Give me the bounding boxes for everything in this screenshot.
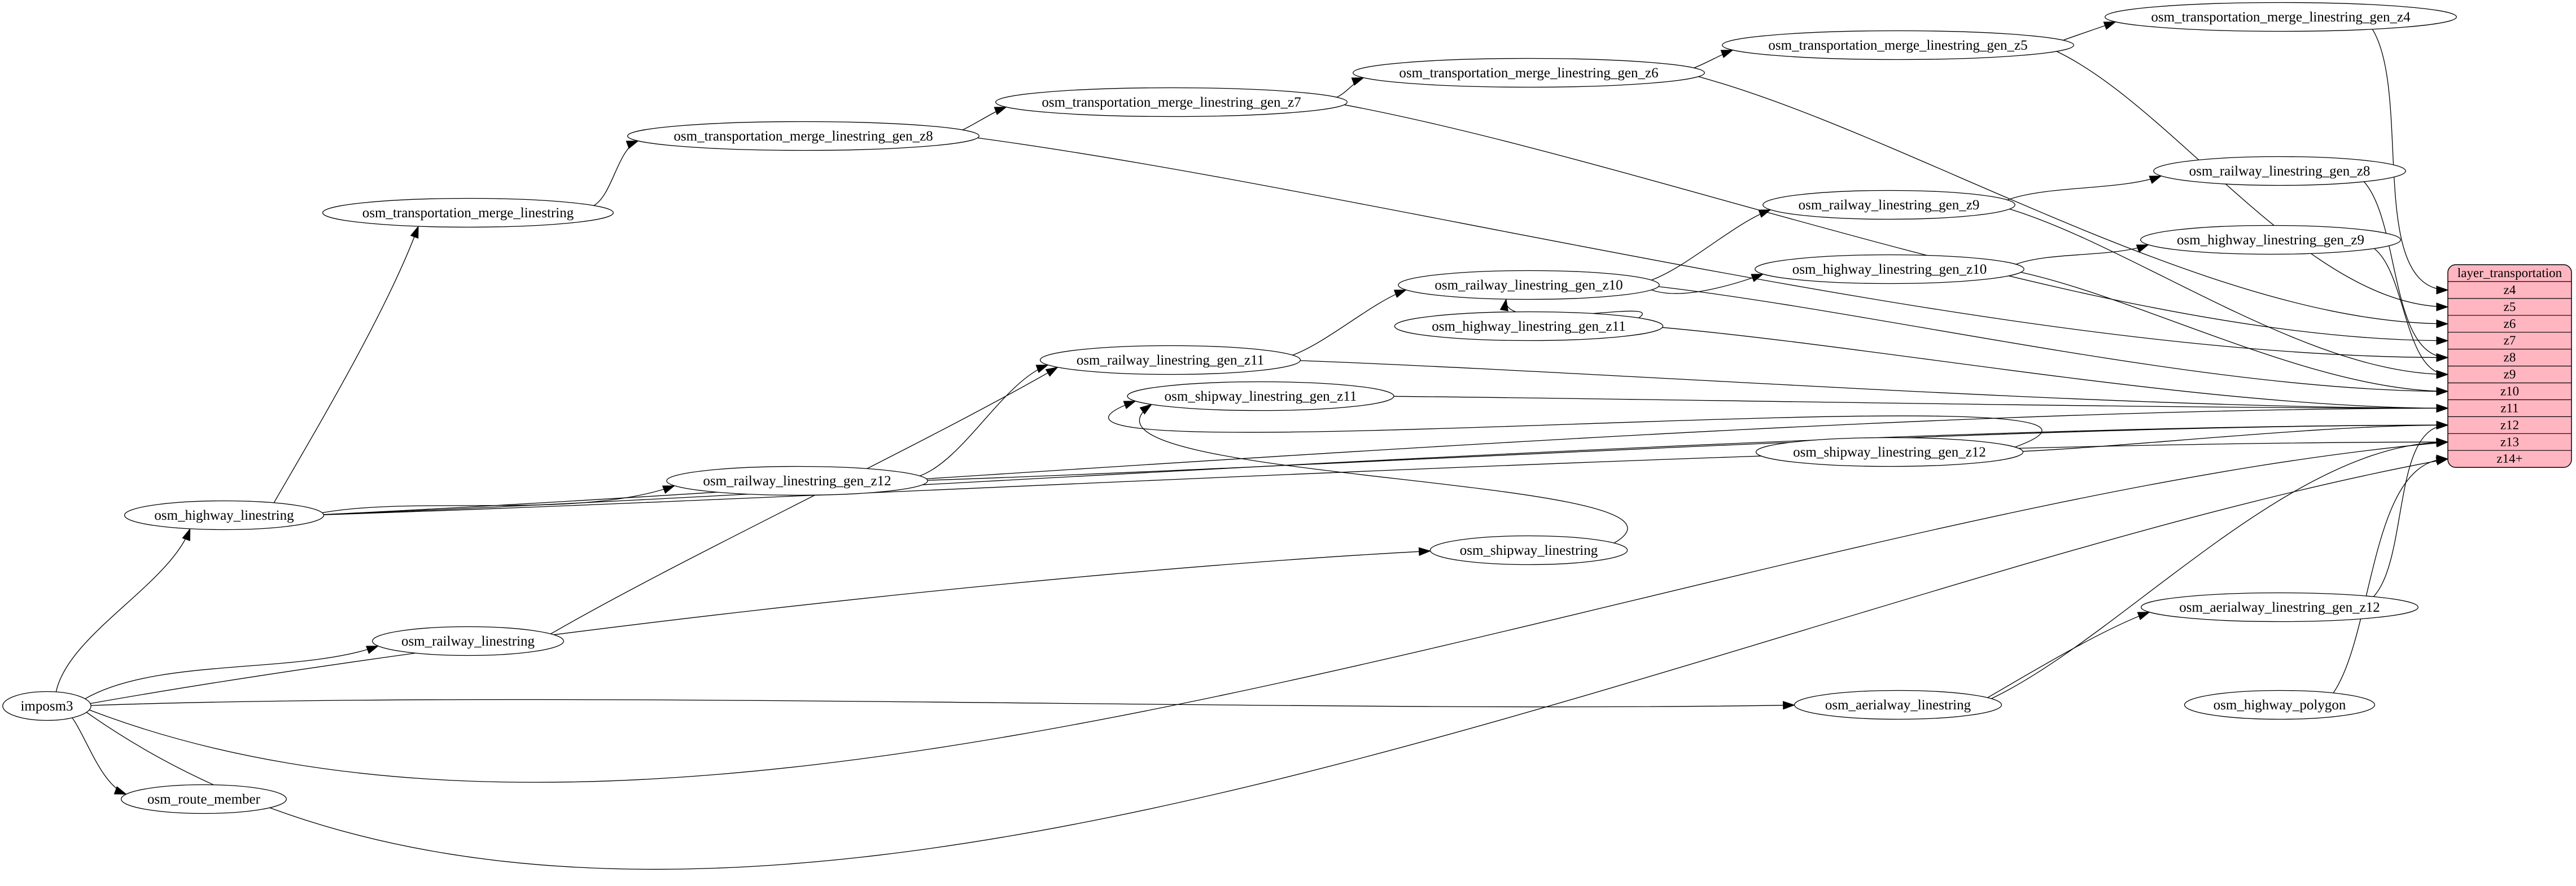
svg-text:z12: z12	[2500, 418, 2519, 432]
svg-text:imposm3: imposm3	[20, 699, 73, 714]
svg-text:osm_route_member: osm_route_member	[147, 792, 261, 807]
svg-text:z10: z10	[2500, 384, 2519, 398]
svg-text:z6: z6	[2504, 317, 2516, 331]
svg-text:osm_shipway_linestring_gen_z12: osm_shipway_linestring_gen_z12	[1793, 445, 1986, 460]
svg-text:osm_transportation_merge_lines: osm_transportation_merge_linestring_gen_…	[2151, 10, 2411, 25]
svg-text:z5: z5	[2504, 300, 2516, 314]
svg-text:osm_aerialway_linestring: osm_aerialway_linestring	[1825, 698, 1971, 713]
svg-text:z4: z4	[2504, 283, 2516, 297]
svg-text:osm_transportation_merge_lines: osm_transportation_merge_linestring_gen_…	[673, 129, 933, 144]
svg-text:osm_railway_linestring_gen_z11: osm_railway_linestring_gen_z11	[1077, 353, 1264, 368]
svg-text:osm_highway_linestring_gen_z11: osm_highway_linestring_gen_z11	[1432, 319, 1625, 334]
svg-text:osm_railway_linestring_gen_z12: osm_railway_linestring_gen_z12	[703, 473, 891, 489]
svg-text:osm_transportation_merge_lines: osm_transportation_merge_linestring_gen_…	[1768, 38, 2027, 53]
svg-text:z9: z9	[2504, 367, 2516, 381]
svg-text:layer_transportation: layer_transportation	[2457, 266, 2562, 280]
svg-text:osm_highway_linestring_gen_z9: osm_highway_linestring_gen_z9	[2177, 233, 2364, 248]
svg-text:osm_transportation_merge_lines: osm_transportation_merge_linestring	[362, 205, 574, 221]
svg-text:osm_highway_linestring_gen_z10: osm_highway_linestring_gen_z10	[1792, 262, 1987, 277]
svg-text:osm_railway_linestring_gen_z10: osm_railway_linestring_gen_z10	[1434, 278, 1622, 293]
svg-text:osm_transportation_merge_lines: osm_transportation_merge_linestring_gen_…	[1399, 65, 1658, 81]
svg-text:osm_transportation_merge_lines: osm_transportation_merge_linestring_gen_…	[1042, 95, 1301, 110]
svg-text:osm_highway_polygon: osm_highway_polygon	[2214, 698, 2346, 713]
svg-text:z14+: z14+	[2496, 451, 2522, 466]
svg-text:osm_railway_linestring_gen_z9: osm_railway_linestring_gen_z9	[1799, 198, 1980, 213]
svg-text:osm_highway_linestring: osm_highway_linestring	[154, 508, 294, 523]
svg-text:osm_railway_linestring: osm_railway_linestring	[401, 634, 535, 649]
svg-text:osm_railway_linestring_gen_z8: osm_railway_linestring_gen_z8	[2189, 164, 2371, 179]
svg-text:z11: z11	[2500, 401, 2518, 415]
svg-text:osm_shipway_linestring_gen_z11: osm_shipway_linestring_gen_z11	[1165, 389, 1357, 404]
svg-text:osm_shipway_linestring: osm_shipway_linestring	[1460, 543, 1598, 558]
svg-text:z8: z8	[2504, 350, 2516, 365]
svg-text:z7: z7	[2504, 334, 2516, 348]
svg-text:osm_aerialway_linestring_gen_z: osm_aerialway_linestring_gen_z12	[2179, 600, 2380, 615]
svg-text:z13: z13	[2500, 435, 2519, 449]
